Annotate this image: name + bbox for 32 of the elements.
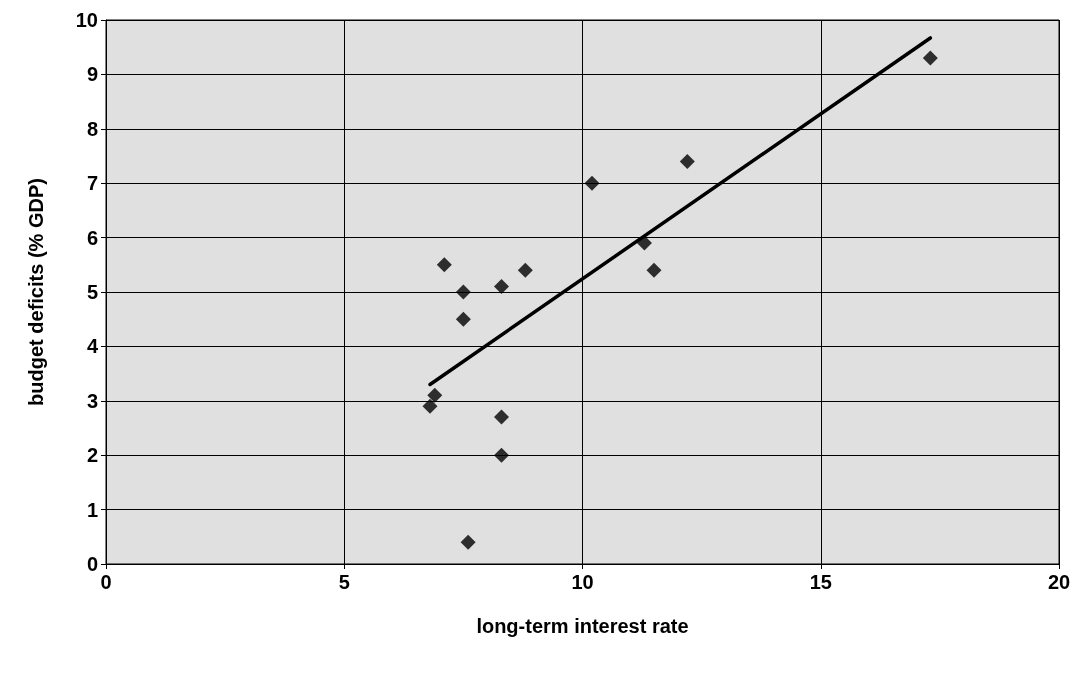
x-tick-label: 0 bbox=[100, 571, 112, 593]
y-tick-label: 10 bbox=[75, 9, 98, 31]
x-tick-label: 5 bbox=[338, 571, 350, 593]
y-tick-label: 1 bbox=[86, 498, 98, 521]
point bbox=[493, 279, 509, 295]
x-tick-label: 20 bbox=[1047, 571, 1071, 593]
point bbox=[455, 311, 471, 327]
point bbox=[422, 398, 438, 414]
y-tick-label: 3 bbox=[86, 389, 98, 412]
y-tick-label: 5 bbox=[86, 281, 98, 303]
y-tick-label: 6 bbox=[86, 226, 98, 249]
y-tick-label: 8 bbox=[86, 117, 98, 140]
y-tick-label: 0 bbox=[86, 553, 98, 575]
point bbox=[427, 387, 443, 403]
point bbox=[584, 175, 600, 191]
point bbox=[922, 50, 938, 66]
point bbox=[436, 257, 452, 273]
point bbox=[493, 447, 509, 463]
point bbox=[679, 153, 695, 169]
y-tick-label: 9 bbox=[86, 63, 98, 86]
point bbox=[493, 409, 509, 425]
y-tick-label: 7 bbox=[86, 172, 98, 195]
point bbox=[455, 284, 471, 300]
y-tick-label: 4 bbox=[86, 335, 99, 358]
x-tick-label: 15 bbox=[809, 571, 832, 593]
x-tick-label: 10 bbox=[571, 571, 594, 593]
x-axis-title: long-term interest rate bbox=[476, 615, 689, 637]
point bbox=[646, 262, 662, 278]
y-axis-title: budget deficits (% GDP) bbox=[25, 178, 47, 406]
point bbox=[517, 262, 533, 278]
y-tick-label: 2 bbox=[86, 444, 98, 467]
point bbox=[460, 534, 476, 550]
